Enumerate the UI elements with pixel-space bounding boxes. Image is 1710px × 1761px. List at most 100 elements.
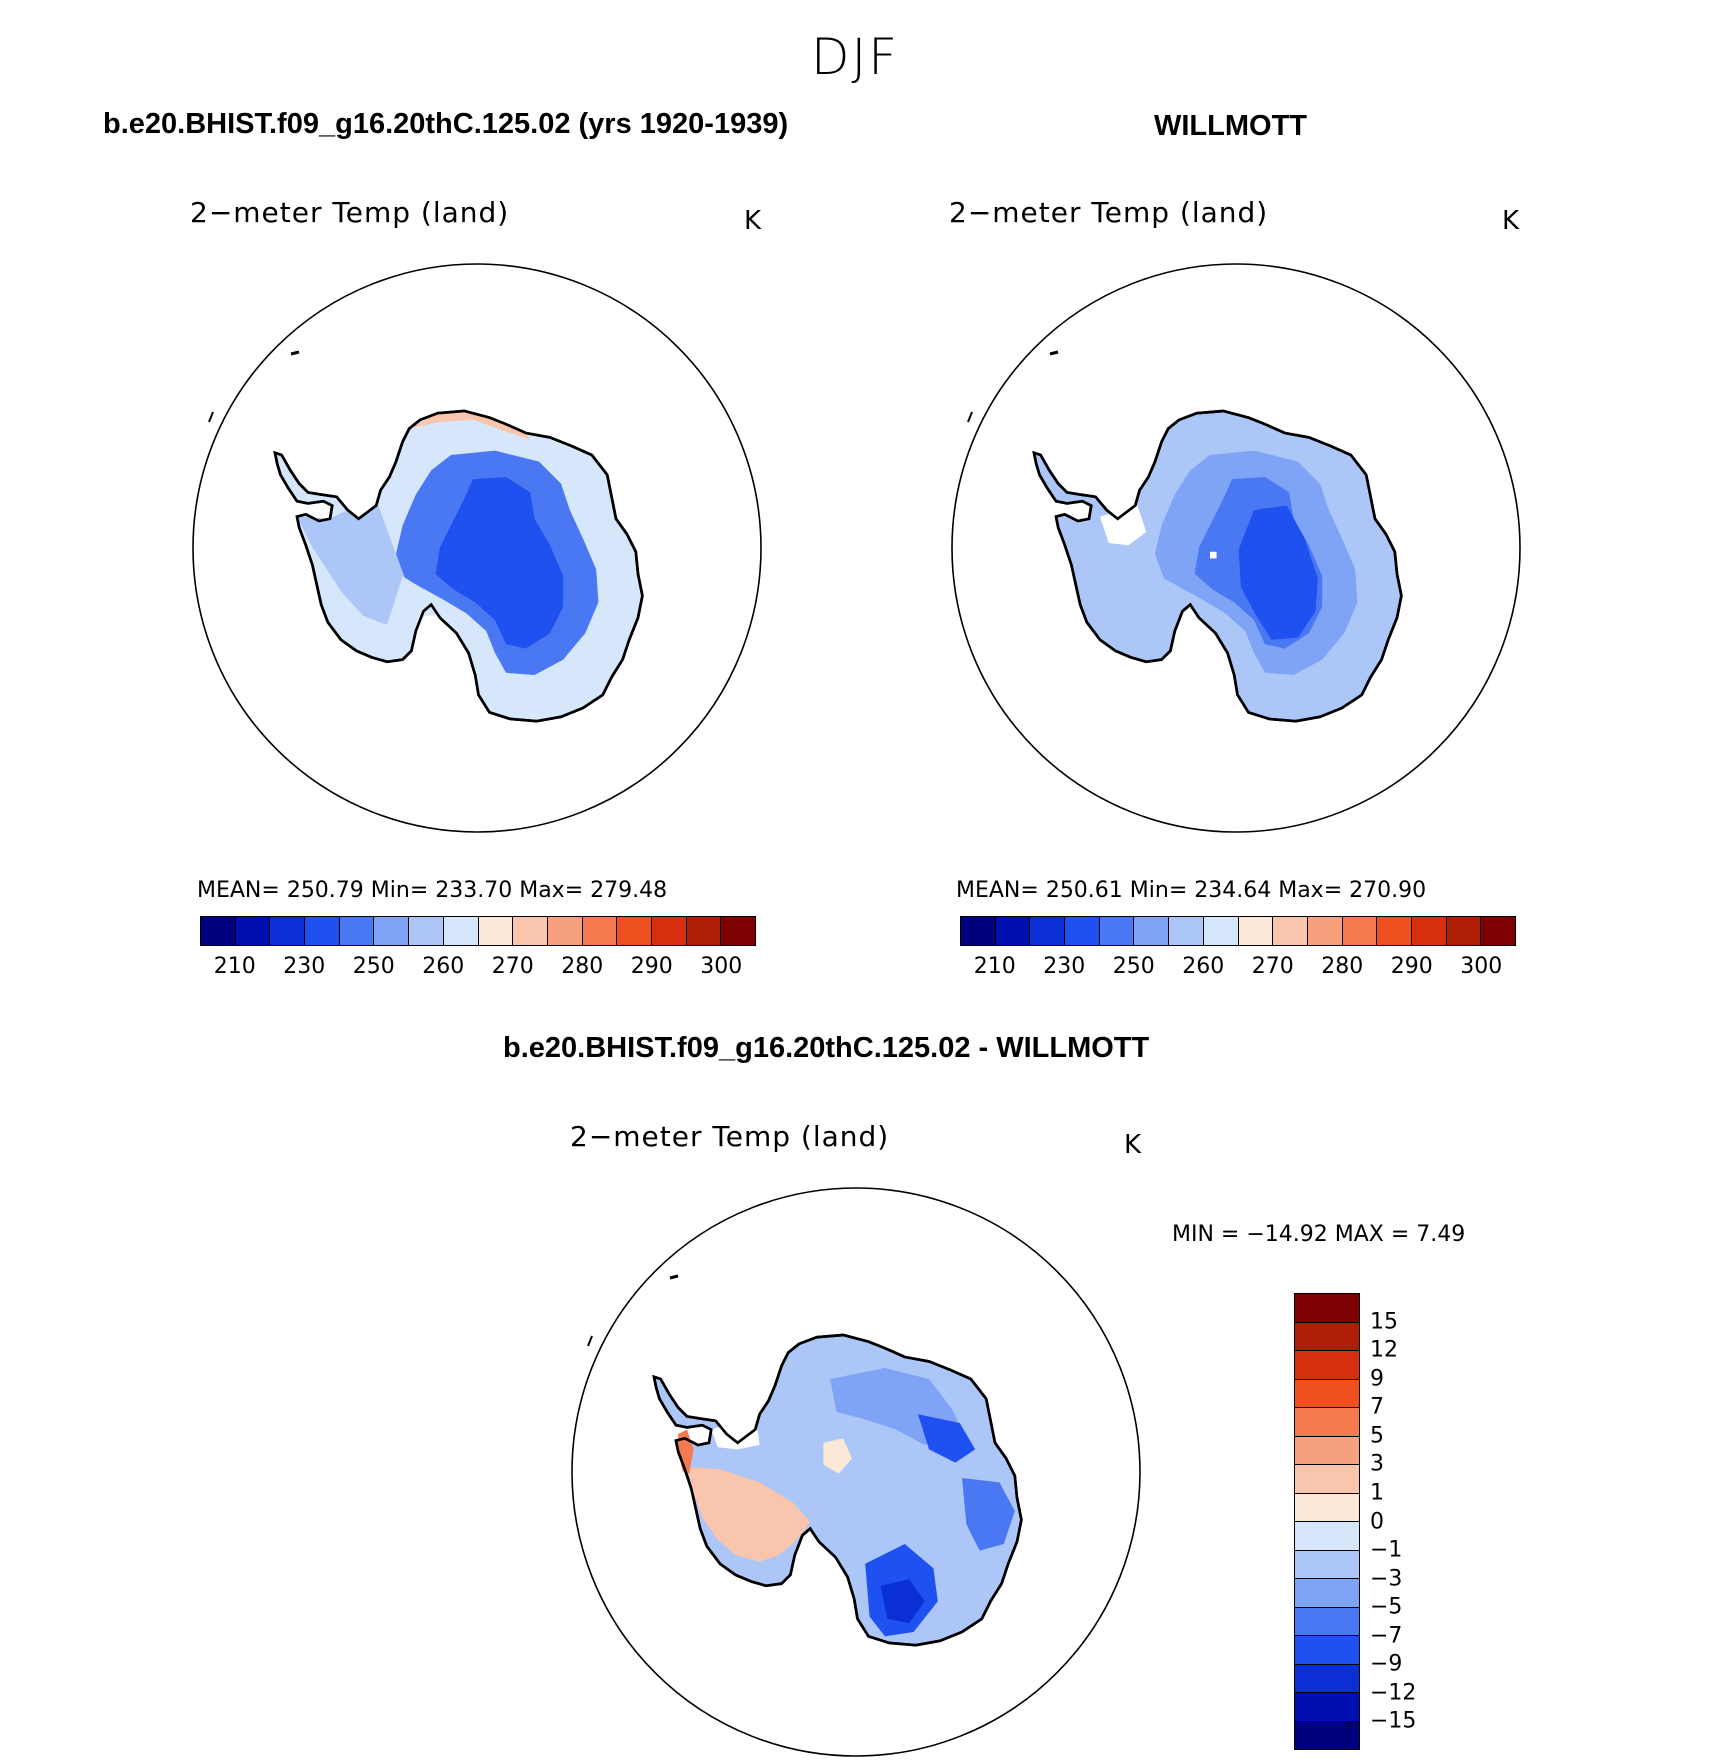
- colorbar-tick-label: 290: [1390, 954, 1433, 979]
- colorbar-swatch: [686, 917, 722, 945]
- colorbar-tick-label: −1: [1370, 1537, 1403, 1563]
- colorbar-swatch: [270, 917, 306, 945]
- panel-2-colorbar: [960, 916, 1516, 946]
- panel-2-stats: MEAN= 250.61 Min= 234.64 Max= 270.90: [956, 878, 1427, 903]
- colorbar-tick-label: 210: [973, 954, 1016, 979]
- panel-3-colorbar-ticks: 15 12 9 7 5 3 1 0 −1 −3 −5 −7 −9 −12 −15: [1370, 1293, 1450, 1750]
- colorbar-swatch: [651, 917, 687, 945]
- colorbar-tick-label: 210: [213, 954, 256, 979]
- colorbar-tick-label: 290: [630, 954, 673, 979]
- colorbar-tick-label: 250: [1112, 954, 1155, 979]
- colorbar-tick-label: 7: [1370, 1394, 1384, 1420]
- colorbar-swatch: [1295, 1493, 1359, 1522]
- colorbar-swatch: [1295, 1522, 1359, 1551]
- colorbar-swatch: [1134, 917, 1170, 945]
- colorbar-swatch: [1203, 917, 1239, 945]
- panel-1-colorbar: [200, 916, 756, 946]
- colorbar-swatch: [1446, 917, 1482, 945]
- panel-3-missing-data: [711, 1420, 760, 1450]
- colorbar-swatch: [617, 917, 652, 945]
- colorbar-swatch: [1411, 917, 1447, 945]
- panel-1-units: K: [744, 206, 762, 236]
- panel-3-stats: MIN = −14.92 MAX = 7.49: [1172, 1222, 1466, 1247]
- colorbar-swatch: [374, 917, 410, 945]
- colorbar-swatch: [1295, 1636, 1359, 1665]
- colorbar-swatch: [1169, 917, 1204, 945]
- colorbar-swatch: [1238, 917, 1274, 945]
- panel-1-map: [192, 263, 762, 833]
- figure-title: DJF: [810, 28, 899, 86]
- colorbar-tick-label: 260: [1182, 954, 1225, 979]
- panel-3-colorbar: [1294, 1293, 1360, 1750]
- colorbar-swatch: [1295, 1408, 1359, 1437]
- colorbar-tick-label: 280: [561, 954, 604, 979]
- panel-2-island: [1049, 350, 1059, 356]
- panel-1-coast-warm: [409, 411, 531, 440]
- colorbar-swatch: [721, 917, 755, 945]
- colorbar-swatch: [1307, 917, 1343, 945]
- panel-3-variable-label: 2−meter Temp (land): [570, 1120, 890, 1153]
- colorbar-swatch: [1377, 917, 1412, 945]
- colorbar-tick-label: 270: [1251, 954, 1294, 979]
- colorbar-tick-label: 0: [1370, 1509, 1384, 1534]
- colorbar-tick-label: 300: [1460, 954, 1503, 979]
- panel-1-title: b.e20.BHIST.f09_g16.20thC.125.02 (yrs 19…: [103, 108, 789, 140]
- colorbar-tick-label: 3: [1370, 1451, 1384, 1477]
- panel-3-west-warm: [687, 1467, 811, 1562]
- colorbar-swatch: [409, 917, 444, 945]
- colorbar-tick-label: 300: [700, 954, 743, 979]
- panel-1-stats: MEAN= 250.79 Min= 233.70 Max= 279.48: [197, 878, 668, 903]
- colorbar-swatch: [478, 917, 514, 945]
- colorbar-swatch: [1273, 917, 1308, 945]
- colorbar-swatch: [1295, 1550, 1359, 1579]
- panel-3-title: b.e20.BHIST.f09_g16.20thC.125.02 - WILLM…: [503, 1032, 1150, 1064]
- colorbar-swatch: [1295, 1721, 1359, 1749]
- colorbar-tick-label: 280: [1321, 954, 1364, 979]
- colorbar-tick-label: 5: [1370, 1423, 1384, 1449]
- panel-2-title: WILLMOTT: [1154, 110, 1308, 142]
- colorbar-tick-label: 15: [1370, 1309, 1398, 1335]
- colorbar-tick-label: 1: [1370, 1480, 1384, 1506]
- panel-1-colorbar-ticks: 210 230 250 260 270 280 290 300: [200, 954, 756, 984]
- colorbar-swatch: [443, 917, 479, 945]
- colorbar-swatch: [1065, 917, 1100, 945]
- panel-2-map: [951, 263, 1521, 833]
- colorbar-swatch: [1295, 1294, 1359, 1323]
- colorbar-tick-label: 12: [1370, 1337, 1398, 1363]
- colorbar-swatch: [1030, 917, 1066, 945]
- panel-3-cold-core: [880, 1579, 925, 1624]
- colorbar-swatch: [1295, 1379, 1359, 1408]
- colorbar-tick-label: 230: [283, 954, 326, 979]
- colorbar-tick-label: 230: [1043, 954, 1086, 979]
- colorbar-swatch: [305, 917, 340, 945]
- colorbar-tick-label: −12: [1370, 1680, 1417, 1706]
- colorbar-swatch: [1481, 917, 1515, 945]
- panel-3-island-2: [587, 1335, 593, 1347]
- colorbar-swatch: [961, 917, 996, 945]
- panel-3-island: [669, 1274, 679, 1280]
- panel-3-interior-warm: [823, 1438, 852, 1474]
- colorbar-tick-label: 260: [422, 954, 465, 979]
- panel-2-deep-core: [1238, 505, 1318, 640]
- panel-3-northeast-cold: [918, 1414, 976, 1463]
- panel-2-variable-label: 2−meter Temp (land): [949, 196, 1269, 229]
- panel-1-variable-label: 2−meter Temp (land): [190, 196, 510, 229]
- colorbar-swatch: [995, 917, 1031, 945]
- panel-1-peninsula: [297, 505, 425, 625]
- colorbar-swatch: [547, 917, 583, 945]
- colorbar-swatch: [1295, 1579, 1359, 1608]
- panel-1-island: [290, 350, 300, 356]
- colorbar-swatch: [1295, 1664, 1359, 1693]
- panel-3-map: [571, 1187, 1141, 1757]
- panel-2-colorbar-ticks: 210 230 250 260 270 280 290 300: [960, 954, 1516, 984]
- colorbar-swatch: [1342, 917, 1378, 945]
- colorbar-swatch: [1295, 1607, 1359, 1636]
- colorbar-swatch: [1295, 1693, 1359, 1722]
- panel-1-ice-shelf: [387, 576, 440, 653]
- panel-2-units: K: [1502, 206, 1520, 236]
- colorbar-swatch: [1295, 1436, 1359, 1465]
- panel-3-units: K: [1124, 1130, 1142, 1160]
- panel-2-island-2: [967, 411, 973, 423]
- colorbar-swatch: [235, 917, 271, 945]
- colorbar-tick-label: 270: [491, 954, 534, 979]
